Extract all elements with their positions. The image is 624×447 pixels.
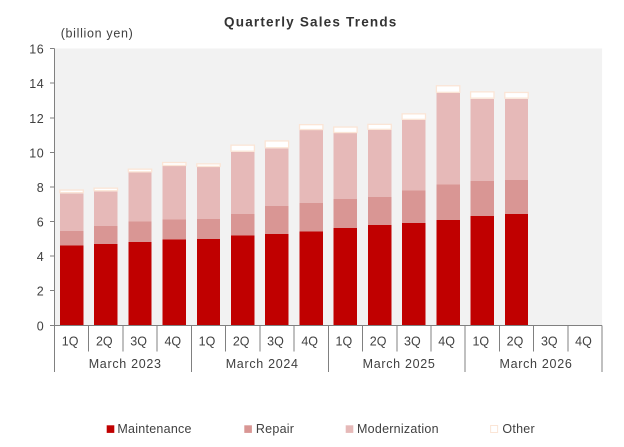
svg-text:Modernization: Modernization: [357, 422, 439, 436]
svg-text:2: 2: [37, 285, 45, 299]
svg-text:14: 14: [29, 77, 44, 91]
svg-text:1Q: 1Q: [199, 334, 216, 348]
svg-text:(billion yen): (billion yen): [61, 27, 134, 41]
svg-text:2Q: 2Q: [233, 334, 250, 348]
svg-text:1Q: 1Q: [336, 334, 353, 348]
svg-text:March 2025: March 2025: [363, 357, 436, 371]
svg-text:Other: Other: [502, 422, 535, 436]
svg-text:Quarterly Sales Trends: Quarterly Sales Trends: [224, 14, 397, 29]
svg-text:2Q: 2Q: [507, 334, 524, 348]
svg-text:4Q: 4Q: [438, 334, 455, 348]
svg-text:6: 6: [37, 216, 45, 230]
svg-text:0: 0: [37, 319, 45, 333]
svg-text:2Q: 2Q: [370, 334, 387, 348]
svg-text:4Q: 4Q: [164, 334, 181, 348]
svg-text:Repair: Repair: [256, 422, 294, 436]
svg-text:3Q: 3Q: [130, 334, 147, 348]
svg-text:3Q: 3Q: [404, 334, 421, 348]
svg-text:16: 16: [29, 43, 44, 57]
svg-text:4Q: 4Q: [301, 334, 318, 348]
svg-text:3Q: 3Q: [267, 334, 284, 348]
svg-text:2Q: 2Q: [96, 334, 113, 348]
svg-text:10: 10: [29, 146, 44, 160]
svg-text:3Q: 3Q: [541, 334, 558, 348]
svg-text:4: 4: [37, 250, 45, 264]
svg-text:8: 8: [37, 181, 45, 195]
svg-text:1Q: 1Q: [472, 334, 489, 348]
svg-text:Maintenance: Maintenance: [117, 422, 191, 436]
svg-text:4Q: 4Q: [575, 334, 592, 348]
svg-text:12: 12: [29, 112, 44, 126]
svg-text:March 2026: March 2026: [499, 357, 572, 371]
svg-text:1Q: 1Q: [62, 334, 79, 348]
svg-text:March 2024: March 2024: [226, 357, 299, 371]
svg-text:March 2023: March 2023: [89, 357, 162, 371]
